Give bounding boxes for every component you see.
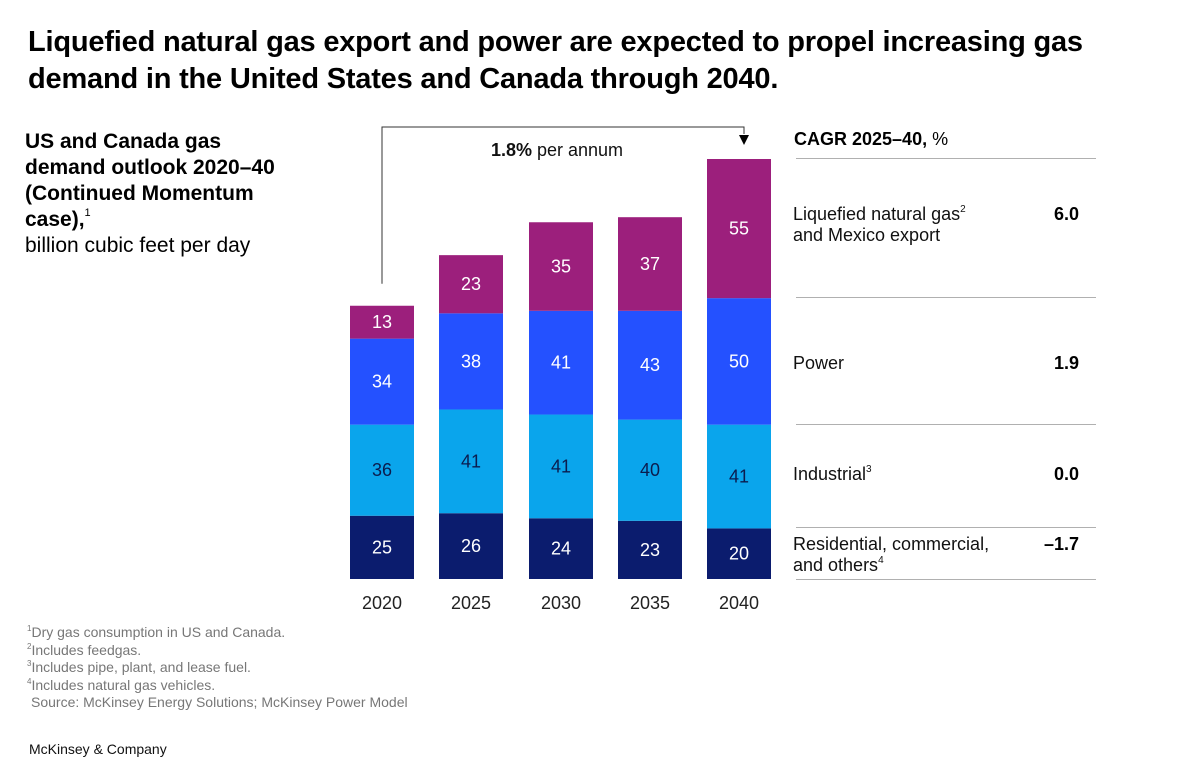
growth-annotation: 1.8% per annum xyxy=(491,140,623,160)
divider xyxy=(796,297,1096,298)
cagr-header-unit: % xyxy=(927,129,949,149)
footnote-4: 4Includes natural gas vehicles. xyxy=(27,676,216,693)
x-tick-label: 2040 xyxy=(719,593,759,613)
cagr-label-industrial: Industrial3 xyxy=(793,464,872,484)
footnote-ref: 1 xyxy=(84,207,91,219)
arrow-down-icon xyxy=(739,135,749,145)
data-label: 13 xyxy=(372,312,392,332)
data-label: 34 xyxy=(372,372,392,392)
source-note: Source: McKinsey Energy Solutions; McKin… xyxy=(31,694,408,710)
divider xyxy=(796,579,1096,580)
cagr-header-bold: CAGR 2025–40, xyxy=(794,129,928,149)
bar-segment-2025-industrial xyxy=(439,409,503,514)
bar-segment-2035-liquefied-natural-gas-and-mexico-export xyxy=(618,217,682,311)
data-label: 41 xyxy=(551,353,571,373)
bar-segment-2035-power xyxy=(618,310,682,420)
unit-label: billion cubic feet per day xyxy=(25,234,251,257)
data-label: 35 xyxy=(551,257,571,277)
growth-text-suffix: per annum xyxy=(532,140,623,160)
bar-segment-2030-industrial xyxy=(529,414,593,519)
footnote-2: 2Includes feedgas. xyxy=(27,641,142,658)
value-labels-group: 25 36 34 13 26 41 38 23 24 41 41 35 23 40 43 37 20 41 50 55 xyxy=(372,219,749,564)
data-label: 41 xyxy=(729,467,749,487)
bar-segment-2040-power xyxy=(707,298,771,425)
footnotes: 1Dry gas consumption in US and Canada. 2… xyxy=(27,624,408,712)
bar-segment-2030-power xyxy=(529,310,593,415)
x-tick-labels-group: 2020 2025 2030 2035 2040 xyxy=(362,593,759,613)
data-label: 23 xyxy=(461,274,481,294)
data-label: 38 xyxy=(461,351,481,371)
divider xyxy=(796,158,1096,159)
data-label: 40 xyxy=(640,460,660,480)
divider xyxy=(796,527,1096,528)
chart-title: Liquefied natural gas export and power a… xyxy=(28,26,1083,95)
cagr-value-power: 1.9 xyxy=(1053,353,1079,373)
footnote-3: 3Includes pipe, plant, and lease fuel. xyxy=(27,659,251,675)
bar-segment-2020-liquefied-natural-gas-and-mexico-export xyxy=(350,305,414,339)
bar-segment-2020-industrial xyxy=(350,424,414,516)
data-label: 55 xyxy=(729,219,749,239)
bar-segment-2025-power xyxy=(439,313,503,410)
bar-segment-2030-residential-commercial-and-others xyxy=(529,518,593,579)
data-label: 43 xyxy=(640,355,660,375)
subtitle-bold: US and Canada gas demand outlook 2020–40… xyxy=(25,130,275,231)
chart-subtitle: US and Canada gas demand outlook 2020–40… xyxy=(25,129,285,259)
data-label: 41 xyxy=(461,451,481,471)
cagr-label-residential: Residential, commercial, and others4 xyxy=(793,534,990,575)
brand-logo-text: McKinsey & Company xyxy=(29,741,167,757)
bar-segment-2030-liquefied-natural-gas-and-mexico-export xyxy=(529,222,593,311)
growth-bracket-line xyxy=(381,126,745,284)
cagr-header: CAGR 2025–40, % xyxy=(794,129,948,150)
cagr-value-industrial: 0.0 xyxy=(1053,464,1079,484)
data-label: 24 xyxy=(551,539,571,559)
bar-segment-2025-residential-commercial-and-others xyxy=(439,513,503,579)
data-label: 26 xyxy=(461,536,481,556)
bar-segment-2035-residential-commercial-and-others xyxy=(618,520,682,579)
data-label: 23 xyxy=(640,540,660,560)
bar-segment-2035-industrial xyxy=(618,419,682,521)
data-label: 20 xyxy=(729,544,749,564)
x-tick-label: 2025 xyxy=(451,593,491,613)
data-label: 25 xyxy=(372,537,392,557)
bar-segment-2025-liquefied-natural-gas-and-mexico-export xyxy=(439,255,503,314)
divider xyxy=(796,424,1096,425)
data-label: 41 xyxy=(551,456,571,476)
x-tick-label: 2035 xyxy=(630,593,670,613)
bar-segment-2040-liquefied-natural-gas-and-mexico-export xyxy=(707,159,771,299)
data-label: 50 xyxy=(729,351,749,371)
footnote-1: 1Dry gas consumption in US and Canada. xyxy=(27,624,286,640)
cagr-value-lng: 6.0 xyxy=(1053,204,1079,224)
data-label: 36 xyxy=(372,460,392,480)
cagr-label-power: Power xyxy=(793,353,845,373)
cagr-label-lng: Liquefied natural gas2 and Mexico export xyxy=(793,204,966,245)
bar-segment-2020-power xyxy=(350,338,414,425)
growth-bracket: 1.8% per annum xyxy=(381,126,749,284)
bar-segment-2040-industrial xyxy=(707,424,771,529)
growth-value: 1.8% xyxy=(491,140,532,160)
data-label: 37 xyxy=(640,254,660,274)
bar-segment-2020-residential-commercial-and-others xyxy=(350,515,414,579)
bars-group xyxy=(350,159,771,579)
cagr-value-residential: –1.7 xyxy=(1043,534,1079,554)
x-tick-label: 2030 xyxy=(541,593,581,613)
bar-segment-2040-residential-commercial-and-others xyxy=(707,528,771,579)
x-tick-label: 2020 xyxy=(362,593,402,613)
